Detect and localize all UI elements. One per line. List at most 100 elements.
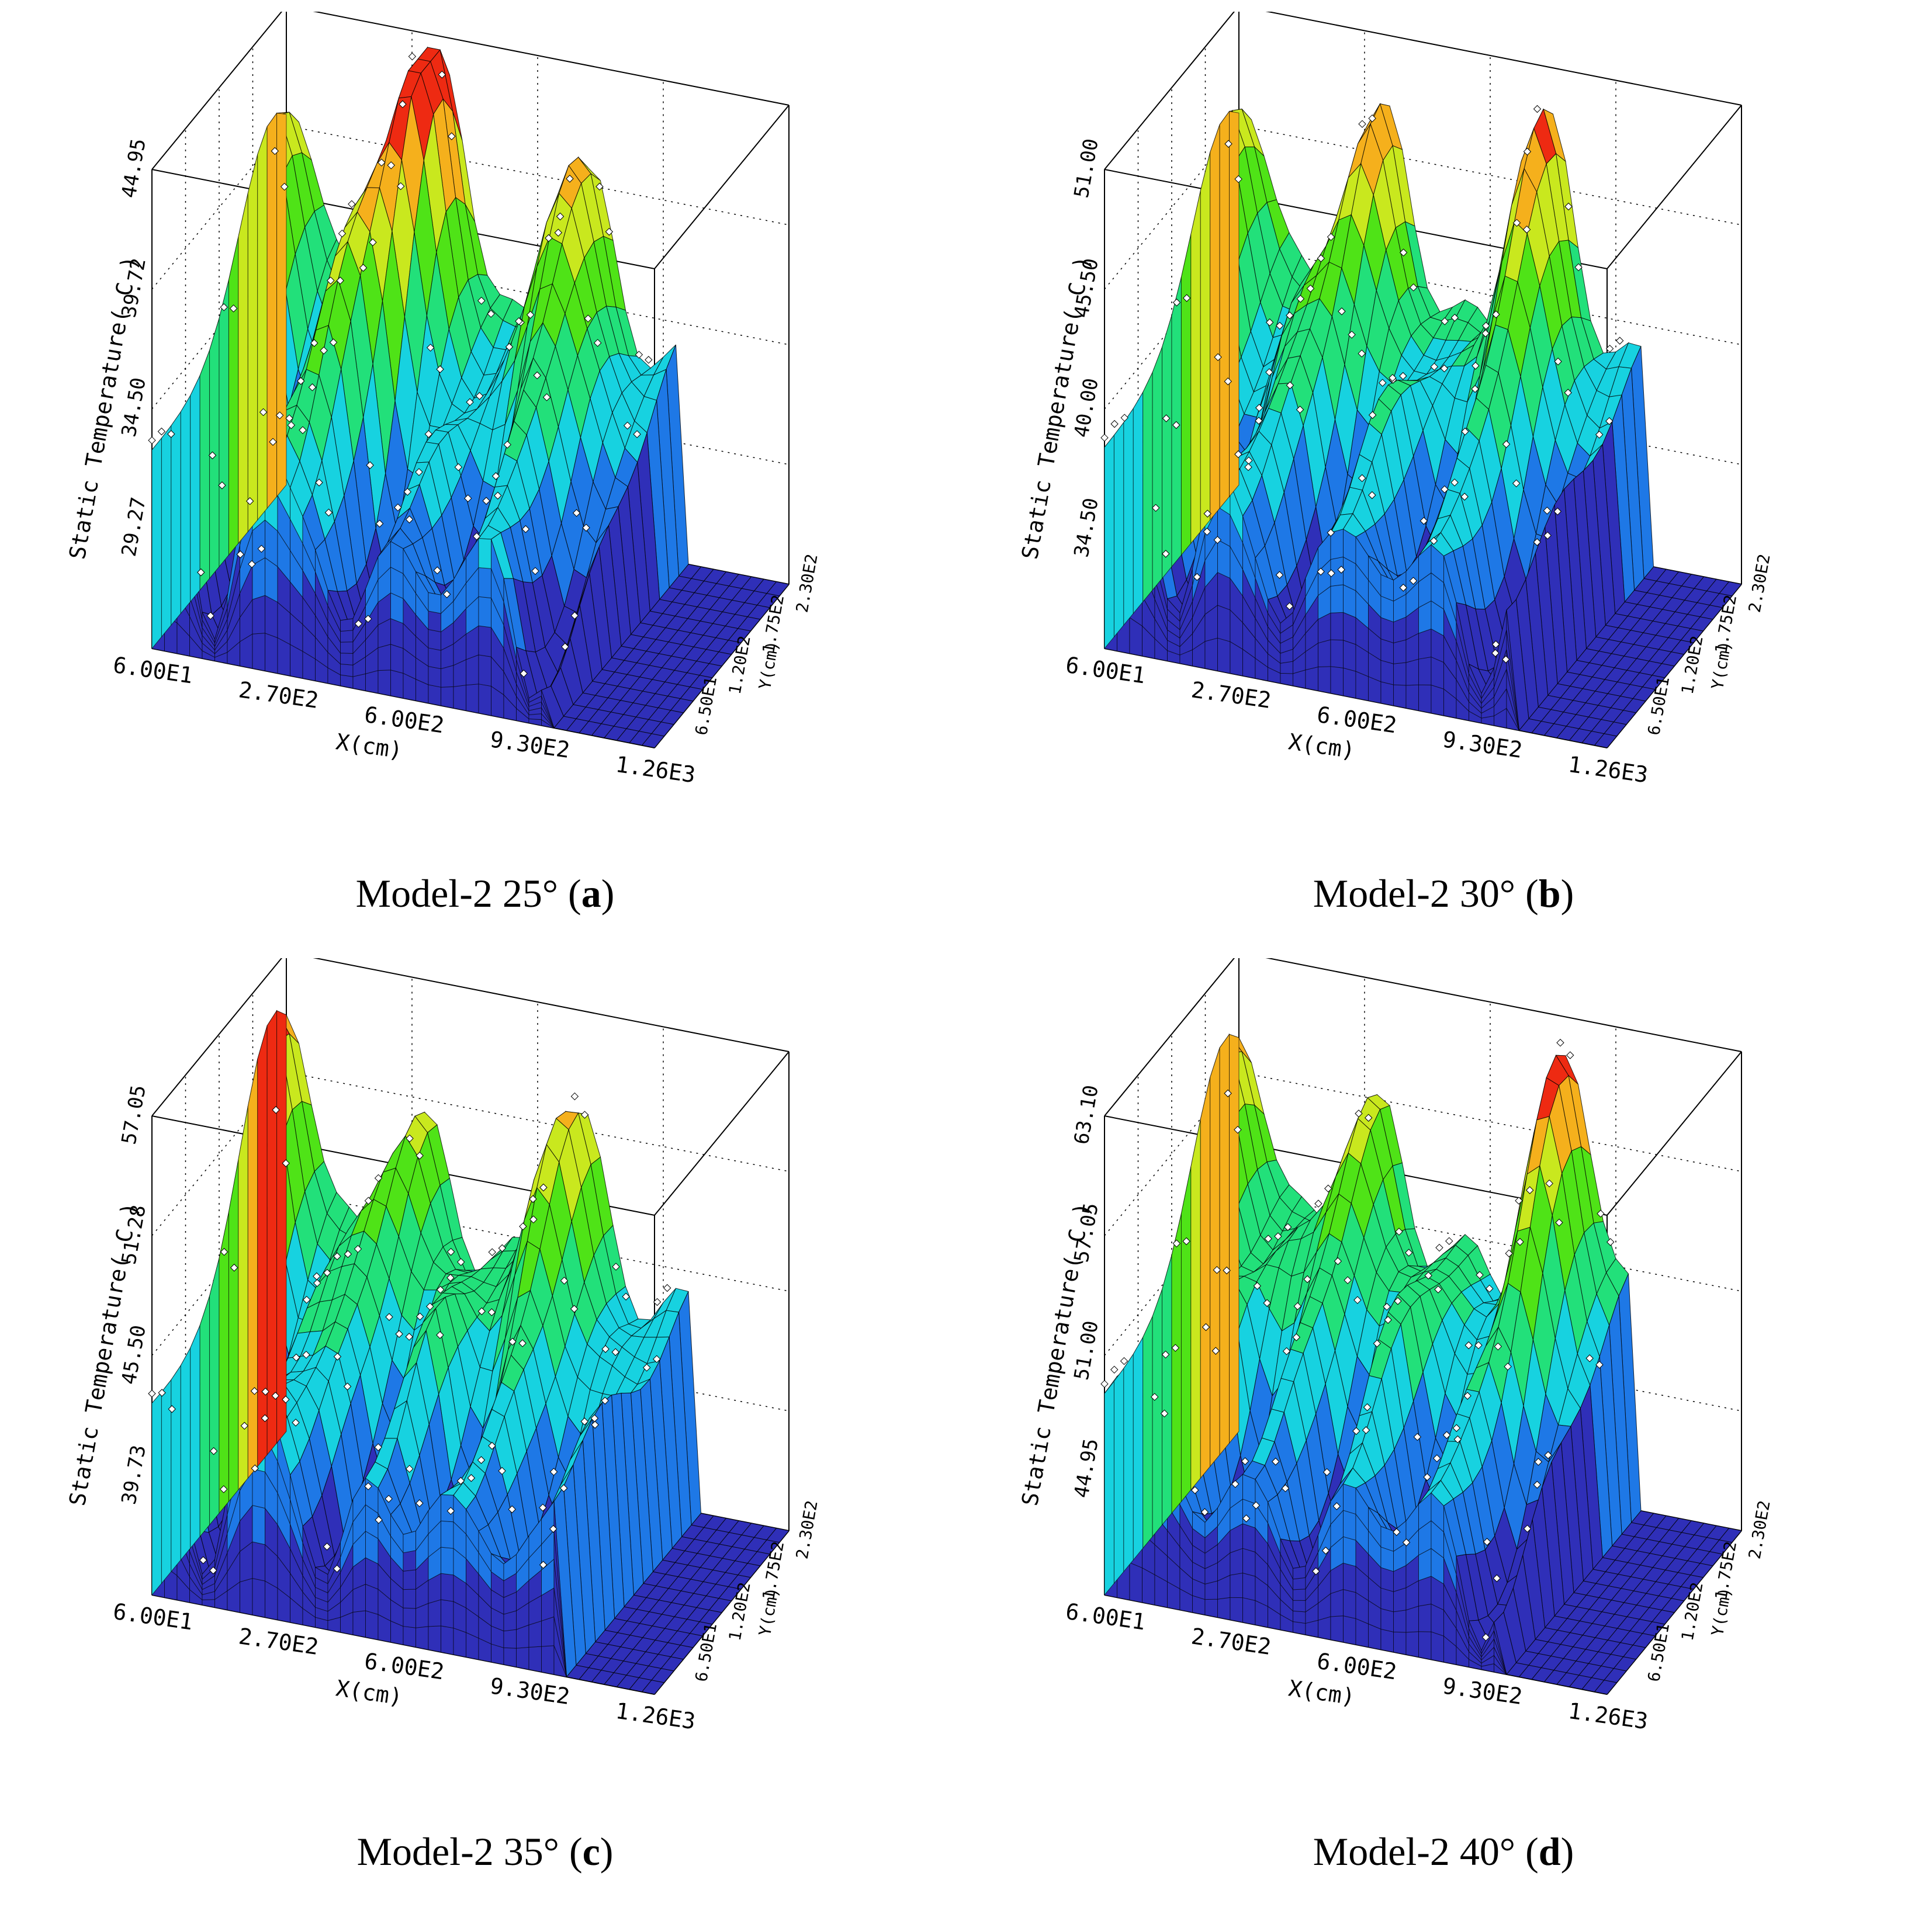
sample-marker [590,1414,599,1423]
sample-marker [1441,317,1449,325]
surface-skirt-cell [1219,110,1230,509]
sample-marker [1172,421,1180,429]
sample-marker [1505,1249,1513,1258]
sample-marker [1394,1297,1402,1305]
surface-skirt-cell [403,1550,416,1572]
box-edge [151,958,283,1116]
sample-marker [1553,507,1561,516]
sample-marker [566,175,574,183]
sample-marker [1556,1039,1564,1047]
sample-marker [416,1312,424,1321]
surface-skirt-cell [403,1607,416,1628]
caption-suffix: ) [1560,1829,1574,1874]
sample-marker [1434,1285,1442,1294]
sample-marker [645,356,653,364]
sample-marker [1393,1528,1401,1536]
sample-marker [1463,1392,1471,1400]
surface-skirt-cell [1200,1077,1211,1479]
surface-skirt-cell [642,1691,655,1695]
sample-marker [1358,120,1366,128]
surface-skirt-cell [441,686,454,709]
surface-skirt-cell [1405,684,1419,711]
sample-marker [303,1295,311,1304]
sample-marker [1435,1243,1443,1252]
surface-skirt-cell [1129,1562,1142,1603]
sample-marker [1492,310,1500,318]
surface-skirt-cell [390,618,404,649]
surface-skirt-cell [1242,1597,1256,1625]
surface-skirt-cell [1217,605,1231,642]
z-tick-label: 34.50 [117,376,151,439]
sample-marker [1110,419,1119,428]
surface-skirt-cell [190,375,200,603]
sample-marker [220,1248,228,1256]
sample-marker [1502,655,1510,664]
surface-skirt-cell [1204,1599,1218,1618]
surface-skirt-cell [1217,571,1231,611]
sample-marker [292,1419,300,1427]
sample-marker [1332,1502,1341,1510]
sample-marker [1534,1458,1543,1466]
surface-skirt-cell [1330,639,1344,668]
sample-marker [1337,566,1345,574]
sample-marker [505,343,514,351]
box-edge [1265,958,1742,1052]
sample-marker [1160,1409,1169,1418]
surface-skirt-cell [1418,656,1432,685]
sample-marker [1312,1567,1320,1576]
caption-d: Model-2 40° (d) [970,1829,1917,1875]
sample-marker [257,545,266,553]
sample-marker [218,481,226,490]
surface-skirt-cell [252,1577,265,1618]
surface-skirt-cell [340,674,354,689]
sample-marker [482,497,490,505]
sample-marker [591,1420,599,1429]
sample-marker [529,1195,537,1203]
sample-marker [1522,226,1531,234]
surface-skirt-cell [403,1625,416,1648]
sample-marker [515,317,523,325]
surface-skirt-cell [252,1504,265,1545]
sample-marker [1523,1524,1532,1533]
sample-marker [1296,294,1305,303]
sample-marker [1285,602,1294,611]
sample-marker [1504,1362,1512,1371]
caption-letter: c [582,1829,600,1874]
sample-marker [1481,329,1490,338]
caption-prefix: Model-2 30° ( [1313,871,1539,916]
sample-marker [612,1263,620,1271]
x-tick-label: 1.26E3 [614,1698,697,1735]
box-edge [1104,958,1235,1116]
sample-marker [526,311,535,319]
sample-marker [344,1250,352,1258]
surface-skirt-cell [276,1010,287,1444]
surface-skirt-cell [180,394,191,615]
surface-skirt-cell [1293,1577,1306,1590]
sample-marker [327,276,335,285]
sample-marker [1234,450,1242,459]
surface-skirt-cell [247,154,258,533]
surface-skirt-cell [1380,1525,1394,1552]
sample-marker [521,525,530,533]
sample-marker [313,1272,321,1281]
sample-marker [1597,1209,1605,1218]
surface-skirt-cell [1210,124,1220,521]
sample-marker [1162,414,1171,422]
surface-skirt-cell [365,670,379,694]
sample-marker [1533,105,1542,113]
surface-skirt-cell [1330,584,1344,613]
sample-marker [333,1565,341,1573]
sample-marker [1231,1480,1239,1488]
caption-prefix: Model-2 35° ( [356,1829,583,1874]
sample-marker [1383,1302,1391,1311]
sample-marker [1453,1435,1462,1444]
caption-letter: b [1538,871,1561,916]
sample-marker [1384,1316,1392,1324]
surface-skirt-cell [1330,1615,1344,1643]
surface-skirt-cell [1393,684,1407,709]
surface-skirt-cell [1393,639,1407,664]
sample-marker [446,1274,455,1282]
sample-marker [1161,1350,1170,1359]
sample-marker [308,383,317,391]
